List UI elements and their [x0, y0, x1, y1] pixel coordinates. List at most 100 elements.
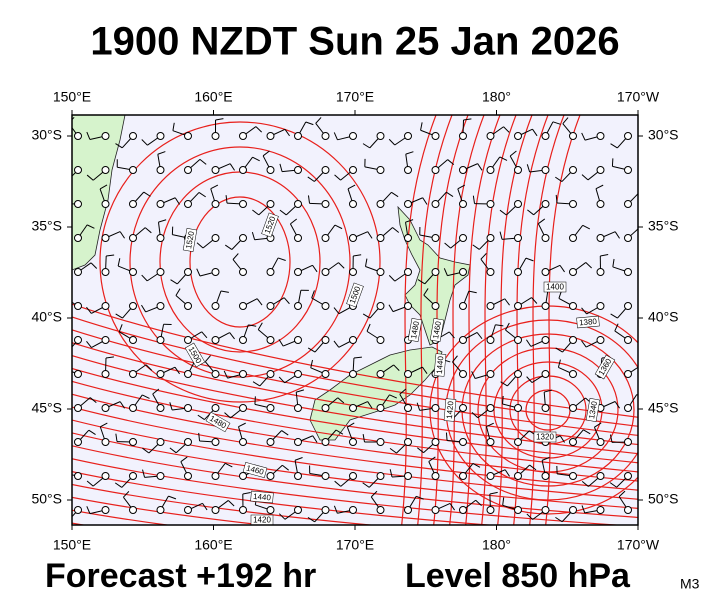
barb-feather: [252, 156, 260, 162]
station: [624, 404, 632, 412]
barb-feather: [227, 500, 235, 507]
station: [184, 438, 192, 446]
barb-feather: [215, 118, 224, 121]
contour-label-group: 1440: [250, 490, 274, 504]
contour-label: 1440: [435, 355, 446, 374]
barb-feather: [175, 288, 181, 296]
station: [569, 132, 577, 140]
barb-feather: [142, 447, 150, 454]
station: [349, 234, 357, 242]
lat-label-left: 45°S: [31, 400, 62, 416]
barb-feather: [420, 122, 423, 131]
barb-feather: [174, 197, 180, 205]
barb-feather: [198, 192, 206, 198]
station: [569, 302, 577, 310]
barb-feather: [612, 258, 615, 267]
barb-feather: [278, 339, 284, 347]
title: 1900 NZDT Sun 25 Jan 2026: [90, 20, 619, 64]
barb-feather: [278, 513, 286, 520]
station: [184, 268, 192, 276]
barb-feather: [152, 388, 160, 395]
station: [321, 166, 330, 174]
barb-feather: [232, 253, 239, 260]
station: [294, 472, 302, 480]
contour-label-box: [429, 318, 445, 342]
station: [211, 234, 220, 242]
contour: [72, 445, 638, 519]
station: [624, 166, 632, 174]
station: [101, 404, 110, 412]
barb-feather: [115, 143, 123, 149]
barb-feather: [334, 480, 342, 487]
barb-feather: [86, 174, 94, 181]
station: [486, 404, 495, 412]
contour: [497, 115, 533, 525]
barb-feather: [141, 304, 147, 313]
barb-feather: [105, 356, 114, 359]
station: [129, 302, 137, 310]
station: [266, 370, 275, 378]
barb-feather: [60, 177, 67, 182]
barb-feather: [475, 499, 482, 507]
contour-label: 1520: [184, 230, 196, 250]
station: [266, 506, 275, 514]
station: [404, 370, 412, 378]
barb-feather: [210, 184, 219, 190]
contour-label-box: [576, 315, 600, 329]
station: [596, 336, 605, 344]
contour-label: 1460: [431, 320, 443, 340]
station: [211, 302, 220, 310]
station: [101, 166, 110, 174]
barb-feather: [500, 381, 508, 387]
contour: [449, 115, 485, 525]
station: [596, 438, 605, 446]
station: [514, 472, 522, 480]
station: [74, 404, 82, 412]
barb-feather: [257, 322, 263, 330]
station: [156, 336, 165, 344]
contour: [529, 115, 565, 525]
barb-feather: [305, 121, 314, 126]
contour-label-box: [433, 353, 447, 377]
station: [349, 132, 357, 140]
barb-feather: [86, 224, 95, 229]
barb-feather: [499, 156, 508, 161]
station: [184, 472, 192, 480]
station: [294, 404, 302, 412]
barb-feather: [225, 195, 228, 204]
barb-feather: [333, 307, 340, 315]
station: [404, 268, 412, 276]
station: [74, 132, 82, 140]
station: [74, 268, 82, 276]
barb-feather: [502, 497, 505, 506]
barb-feather: [499, 209, 507, 216]
barb-feather: [581, 132, 586, 141]
barb-feather: [416, 402, 421, 411]
station: [431, 438, 440, 446]
barb-feather: [201, 331, 208, 339]
barb-feather: [447, 159, 455, 166]
barb-feather: [315, 117, 322, 124]
barb-feather: [278, 376, 285, 384]
contour: [72, 496, 269, 525]
station: [321, 506, 330, 514]
barb-feather: [145, 364, 153, 371]
contour: [189, 196, 291, 328]
station: [431, 132, 440, 140]
station: [101, 370, 110, 378]
station: [431, 268, 440, 276]
contour-label-group: 1440: [433, 353, 447, 377]
station: [376, 302, 385, 310]
contour-label-group: 1400: [543, 281, 567, 293]
station: [486, 132, 495, 140]
barb-feather: [180, 456, 188, 463]
barb-feather: [610, 143, 618, 149]
contour-label-box: [184, 342, 206, 368]
station: [266, 302, 275, 310]
contour: [72, 458, 625, 525]
barb-feather: [392, 227, 400, 233]
station: [101, 302, 110, 310]
barb-feather: [86, 506, 91, 514]
station: [211, 336, 220, 344]
barb-feather: [86, 131, 91, 140]
